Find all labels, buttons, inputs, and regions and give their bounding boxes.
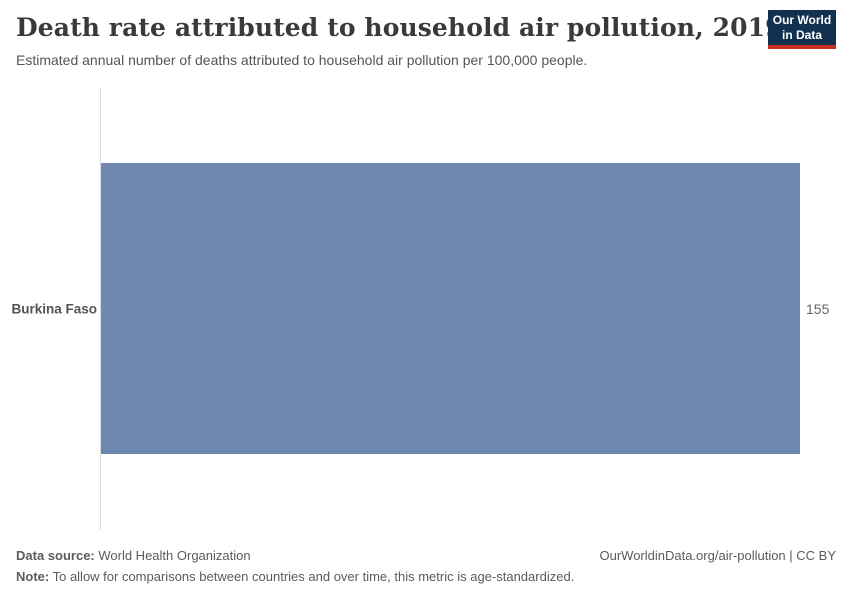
bar-track bbox=[101, 163, 800, 454]
bar bbox=[101, 163, 800, 454]
value-label: 155 bbox=[806, 300, 830, 317]
owid-logo-line1: Our World bbox=[772, 12, 832, 27]
footer-note-line: Note: To allow for comparisons between c… bbox=[16, 569, 574, 584]
bar-row: Burkina Faso 155 bbox=[0, 163, 850, 454]
entity-label: Burkina Faso bbox=[11, 301, 97, 316]
note-value: To allow for comparisons between countri… bbox=[49, 569, 575, 584]
data-source-label: Data source: bbox=[16, 548, 95, 563]
owid-logo: Our World in Data bbox=[768, 10, 836, 49]
chart-subtitle: Estimated annual number of deaths attrib… bbox=[16, 52, 588, 68]
y-axis-line bbox=[100, 87, 101, 530]
data-source-text: Data source: World Health Organization bbox=[16, 548, 251, 563]
owid-logo-line2: in Data bbox=[781, 27, 822, 42]
data-source-value: World Health Organization bbox=[94, 548, 251, 563]
chart-title: Death rate attributed to household air p… bbox=[16, 13, 783, 42]
attribution-text: OurWorldinData.org/air-pollution | CC BY bbox=[599, 548, 836, 563]
note-label: Note: bbox=[16, 569, 50, 584]
footer-source-line: Data source: World Health Organization O… bbox=[16, 548, 836, 563]
